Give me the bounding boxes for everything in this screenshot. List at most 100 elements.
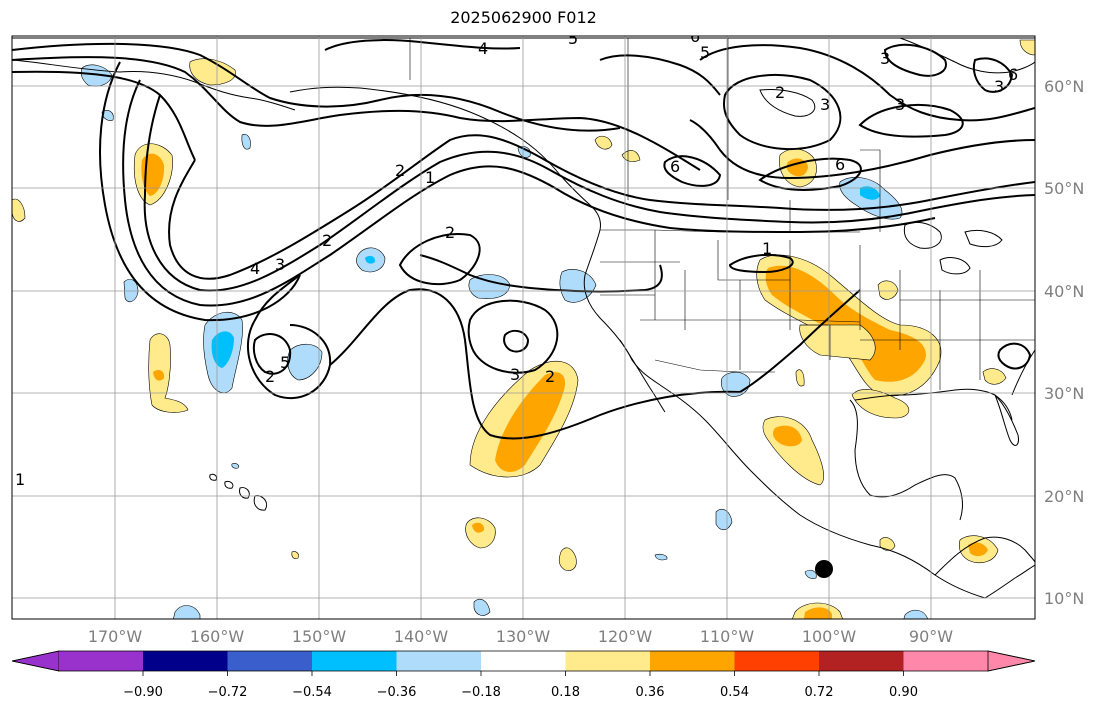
graticule (12, 36, 1035, 619)
lon-label: 100°W (802, 627, 857, 646)
positive-anomaly-region (765, 265, 926, 382)
contour-label: 4 (478, 39, 488, 58)
colorbar-tick-label: 0.54 (720, 685, 749, 700)
colorbar-tick-label: 0.18 (551, 685, 580, 700)
contour-line (398, 233, 481, 286)
colorbar-max-extend (987, 650, 1036, 672)
positive-anomaly-region (558, 547, 577, 571)
negative-anomaly-region (365, 255, 376, 264)
contour-line (689, 119, 1035, 180)
contour-label: 3 (994, 77, 1004, 96)
colorbar-segment (312, 651, 397, 671)
contour-label: 5 (280, 353, 290, 372)
negative-anomaly-region (468, 274, 511, 299)
lat-label: 10°N (1044, 589, 1084, 608)
lon-label: 140°W (394, 627, 449, 646)
contour-line (997, 342, 1032, 370)
positive-anomaly-region (795, 369, 805, 387)
contour-line (467, 299, 559, 374)
lon-label: 160°W (190, 627, 245, 646)
positive-anomaly-region (1019, 39, 1035, 56)
contour-label: 6 (670, 157, 680, 176)
contour-line (246, 274, 332, 400)
contour-label: 2 (322, 231, 332, 250)
contour-label: 3 (880, 49, 890, 68)
positive-anomaly-region (879, 537, 896, 551)
contour-line (168, 134, 1035, 280)
contour-label: 3 (820, 95, 830, 114)
contour-label: 5 (700, 43, 710, 62)
contour-line (883, 43, 947, 77)
colorbar-segment (734, 651, 819, 671)
colorbar-segment (143, 651, 228, 671)
contour-line (739, 289, 861, 393)
contour-line (699, 44, 1035, 122)
contour-line (329, 288, 741, 440)
storm-marker (815, 560, 833, 578)
contour-line (122, 79, 936, 307)
negative-anomaly-region (173, 605, 201, 619)
contour-line (722, 74, 842, 151)
positive-anomaly-region (799, 324, 876, 361)
contour-labels: 4 5 6 5 3 2 1 6 4 3 2 2 2 1 3 2 5 1 2 3 … (15, 27, 1018, 489)
contour-label: 1 (425, 168, 435, 187)
positive-anomaly-region (153, 370, 165, 381)
negative-anomaly-region (804, 569, 817, 579)
longitude-labels: 170°W 160°W 150°W 140°W 130°W 120°W 110°… (88, 627, 953, 646)
colorbar-tick-label: 0.72 (805, 685, 834, 700)
colorbar-segment (565, 651, 650, 671)
colorbar-segment (227, 651, 312, 671)
contour-line (12, 56, 701, 171)
contour-line (858, 104, 964, 138)
colorbar-tick-label: −0.72 (208, 685, 248, 700)
colorbar-outline (11, 650, 1036, 672)
colorbar-segment (819, 651, 904, 671)
negative-anomaly-region (715, 509, 733, 531)
lat-label: 40°N (1044, 282, 1084, 301)
contour-label: 3 (275, 255, 285, 274)
positive-anomaly-region (803, 607, 832, 619)
negative-anomaly-region (123, 279, 139, 303)
positive-anomaly-region (594, 135, 613, 150)
contour-line (12, 70, 196, 161)
colorbar-tick-label: −0.36 (377, 685, 417, 700)
negative-anomaly-region (287, 343, 323, 381)
negative-anomaly-region (517, 146, 531, 158)
colorbar-segment (903, 651, 988, 671)
positive-anomaly-region (291, 551, 299, 559)
border-layer (409, 38, 1035, 390)
colorbar-tick-label: −0.54 (292, 685, 332, 700)
negative-anomaly-region (231, 463, 239, 469)
negative-anomaly-region (860, 186, 880, 200)
negative-anomaly-region (654, 553, 668, 561)
contour-label: 2 (775, 83, 785, 102)
lat-label: 20°N (1044, 487, 1084, 506)
contour-line (12, 42, 621, 132)
positive-anomaly-region (189, 58, 236, 86)
colorbar-segment (650, 651, 735, 671)
map-frame (11, 35, 1036, 620)
positive-anomaly-region (877, 280, 899, 300)
colorbar-segment (59, 651, 144, 671)
contour-label: 1 (762, 239, 772, 258)
latitude-labels: 60°N 50°N 40°N 30°N 20°N 10°N (1044, 77, 1084, 608)
contour-label: 1 (15, 470, 25, 489)
negative-anomaly-region (241, 133, 251, 150)
positive-anomaly-region (472, 522, 485, 533)
contour-line (419, 254, 663, 293)
negative-anomaly-region (473, 599, 491, 616)
lat-label: 60°N (1044, 77, 1084, 96)
positive-anomaly-region (851, 389, 910, 419)
positive-anomaly-region (495, 372, 566, 472)
colorbar-min-extend (11, 650, 60, 672)
contour-label: 6 (690, 27, 700, 46)
lon-label: 150°W (292, 627, 347, 646)
contour-label: 3 (510, 365, 520, 384)
map-title: 2025062900 F012 (450, 8, 597, 27)
colorbar-tick-label: −0.90 (123, 685, 163, 700)
contour-label: 4 (250, 259, 260, 278)
positive-anomaly-region (621, 150, 641, 162)
lon-label: 90°W (909, 627, 953, 646)
lat-label: 30°N (1044, 384, 1084, 403)
